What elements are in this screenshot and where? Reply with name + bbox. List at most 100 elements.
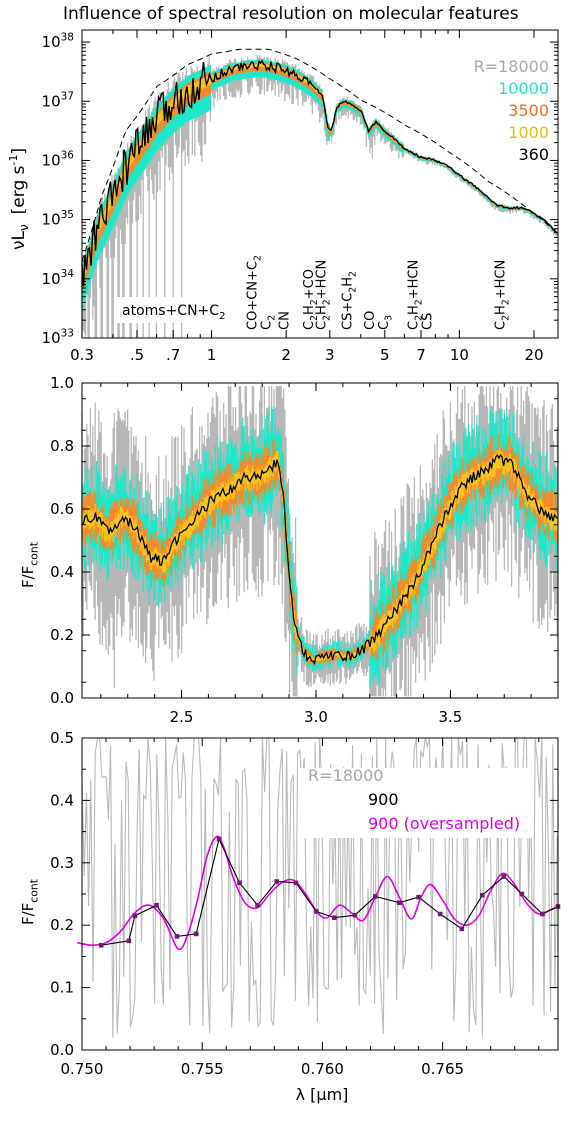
y-tick-label-top: 1038 [42,31,74,51]
r900-point [193,931,199,937]
y-tick-label-bottom: 0.5 [50,729,74,747]
r900-point [126,938,132,944]
y-tick-label-middle: 0.8 [50,437,74,455]
x-tick-label-middle: 2.5 [170,708,194,726]
y-tick-label-middle: 0.2 [50,626,74,644]
y-tick-label-bottom: 0.1 [50,979,74,997]
atoms-annotation: atoms+CN+C2 [122,303,225,322]
legend-box-bottom [300,768,532,838]
molecule-feature-label: C2H2+HCN [406,260,424,330]
x-tick-label-bottom: 0.750 [61,1060,104,1078]
molecule-feature-label: C3 [377,315,395,330]
legend-entry-top: R=18000 [474,57,549,76]
x-tick-label-top: 2 [281,346,291,364]
x-axis-label: λ [μm] [296,1085,349,1104]
r900-point [332,915,337,920]
molecule-feature-label: C2 [260,315,278,330]
x-tick-label-bottom: 0.765 [421,1060,464,1078]
x-tick-label-middle: 3.5 [438,708,462,726]
line-r360-middle [81,454,558,666]
resolution-bands-middle [81,386,558,697]
legend-entry-top: 1000 [508,123,549,142]
r900-point [216,836,222,842]
r900-point [237,880,242,886]
r900-point [174,934,180,939]
molecule-feature-label: C2H2+CO [302,269,320,330]
panel-top-sed: 0.3 .5 .7 1 2 3 5 7 10 20 1033 1034 1035 1036 1037 1038… [7,29,559,364]
molecule-feature-label: CS [420,313,435,330]
r900-point [397,900,402,905]
molecule-feature-label: C2H2+HCN [314,260,332,330]
x-tick-label-middle: 3.0 [304,708,328,726]
y-axis-label-top: νLν[erg s-1] [7,148,31,250]
plot-frame-middle [81,382,559,699]
y-tick-label-middle: 0.0 [50,689,74,707]
y-tick-label-middle: 1.0 [50,374,74,392]
legend-entry-top: 10000 [498,79,549,98]
y-tick-label-top: 1033 [42,327,74,347]
labels-top: 0.3 .5 .7 1 2 3 5 7 10 20 1033 1034 1035 1036 1037 1038… [7,31,549,364]
x-tick-label-top: 0.3 [70,346,94,364]
y-tick-label-top: 1036 [42,150,75,170]
line-r900-oversampled [77,835,559,951]
molecule-feature-label: CN [277,311,292,330]
legend-entry-bottom: R=18000 [308,766,383,785]
legend-entry-top: 360 [518,145,549,164]
r900-point [255,902,260,908]
r900-point [352,912,358,918]
y-tick-label-bottom: 0.2 [50,916,74,934]
r900-point [459,926,465,932]
r900-point [416,894,421,900]
r900-point [540,911,545,917]
x-tick-label-top: .5 [130,346,144,364]
y-tick-label-top: 1037 [42,91,74,111]
y-tick-label-bottom: 0.4 [50,791,74,809]
x-tick-label-top: 10 [450,346,469,364]
r900-point [132,913,138,919]
x-tick-label-top: .7 [166,346,180,364]
r900-point [501,874,507,879]
axes-top [81,29,559,339]
line-r360 [81,59,558,287]
r900-point [373,894,378,899]
molecule-feature-label: CS+C2H2 [340,271,358,330]
x-tick-label-top: 20 [524,346,543,364]
x-tick-label-bottom: 0.760 [301,1060,344,1078]
x-tick-label-top: 7 [416,346,426,364]
labels-middle: 2.5 3.0 3.5 0.0 0.2 0.4 0.6 0.8 1.0 F/Fcont [19,374,462,726]
legend-entry-bottom: 900 [368,790,399,809]
molecule-feature-label: CO+CN+C2 [246,255,264,330]
atoms-annotation-box [116,297,238,323]
figure-title: Influence of spectral resolution on mole… [63,4,519,24]
r900-point [314,909,319,914]
axes-bottom [81,737,559,1051]
axes-middle [81,382,559,699]
legend-entry-bottom: 900 (oversampled) [368,814,520,833]
r900-point [154,902,159,908]
y-tick-label-middle: 0.6 [50,500,74,518]
lines-middle [81,454,558,666]
x-tick-label-top: 5 [380,346,390,364]
r900-point [519,891,525,897]
x-tick-label-bottom: 0.755 [181,1060,224,1078]
lines-bottom [77,835,561,951]
r900-point [437,911,443,917]
y-axis-label-middle: F/Fcont [19,542,41,588]
r900-point [293,880,299,886]
r900-point [480,892,485,898]
x-tick-label-top: 1 [207,346,217,364]
molecule-feature-label: C2H2+HCN [493,260,511,330]
panel-bottom-zoom: 0.750 0.755 0.760 0.765 0.0 0.1 0.2 0.3 0.4 0.5 F/… [19,729,561,1104]
legend-entry-top: 3500 [508,101,549,120]
y-tick-label-bottom: 0.3 [50,854,74,872]
r900-point [98,942,104,948]
labels-bottom: 0.750 0.755 0.760 0.765 0.0 0.1 0.2 0.3 0.4 0.5 F/… [19,729,532,1104]
y-tick-label-bottom: 0.0 [50,1041,74,1059]
molecule-feature-label: CO [363,311,378,330]
panel-middle-normalized: 2.5 3.0 3.5 0.0 0.2 0.4 0.6 0.8 1.0 F/Fcont [19,374,559,726]
r900-point [274,879,279,884]
y-axis-label-bottom: F/Fcont [19,879,41,925]
y-tick-label-middle: 0.4 [50,563,74,581]
y-tick-label-top: 1034 [42,268,75,288]
